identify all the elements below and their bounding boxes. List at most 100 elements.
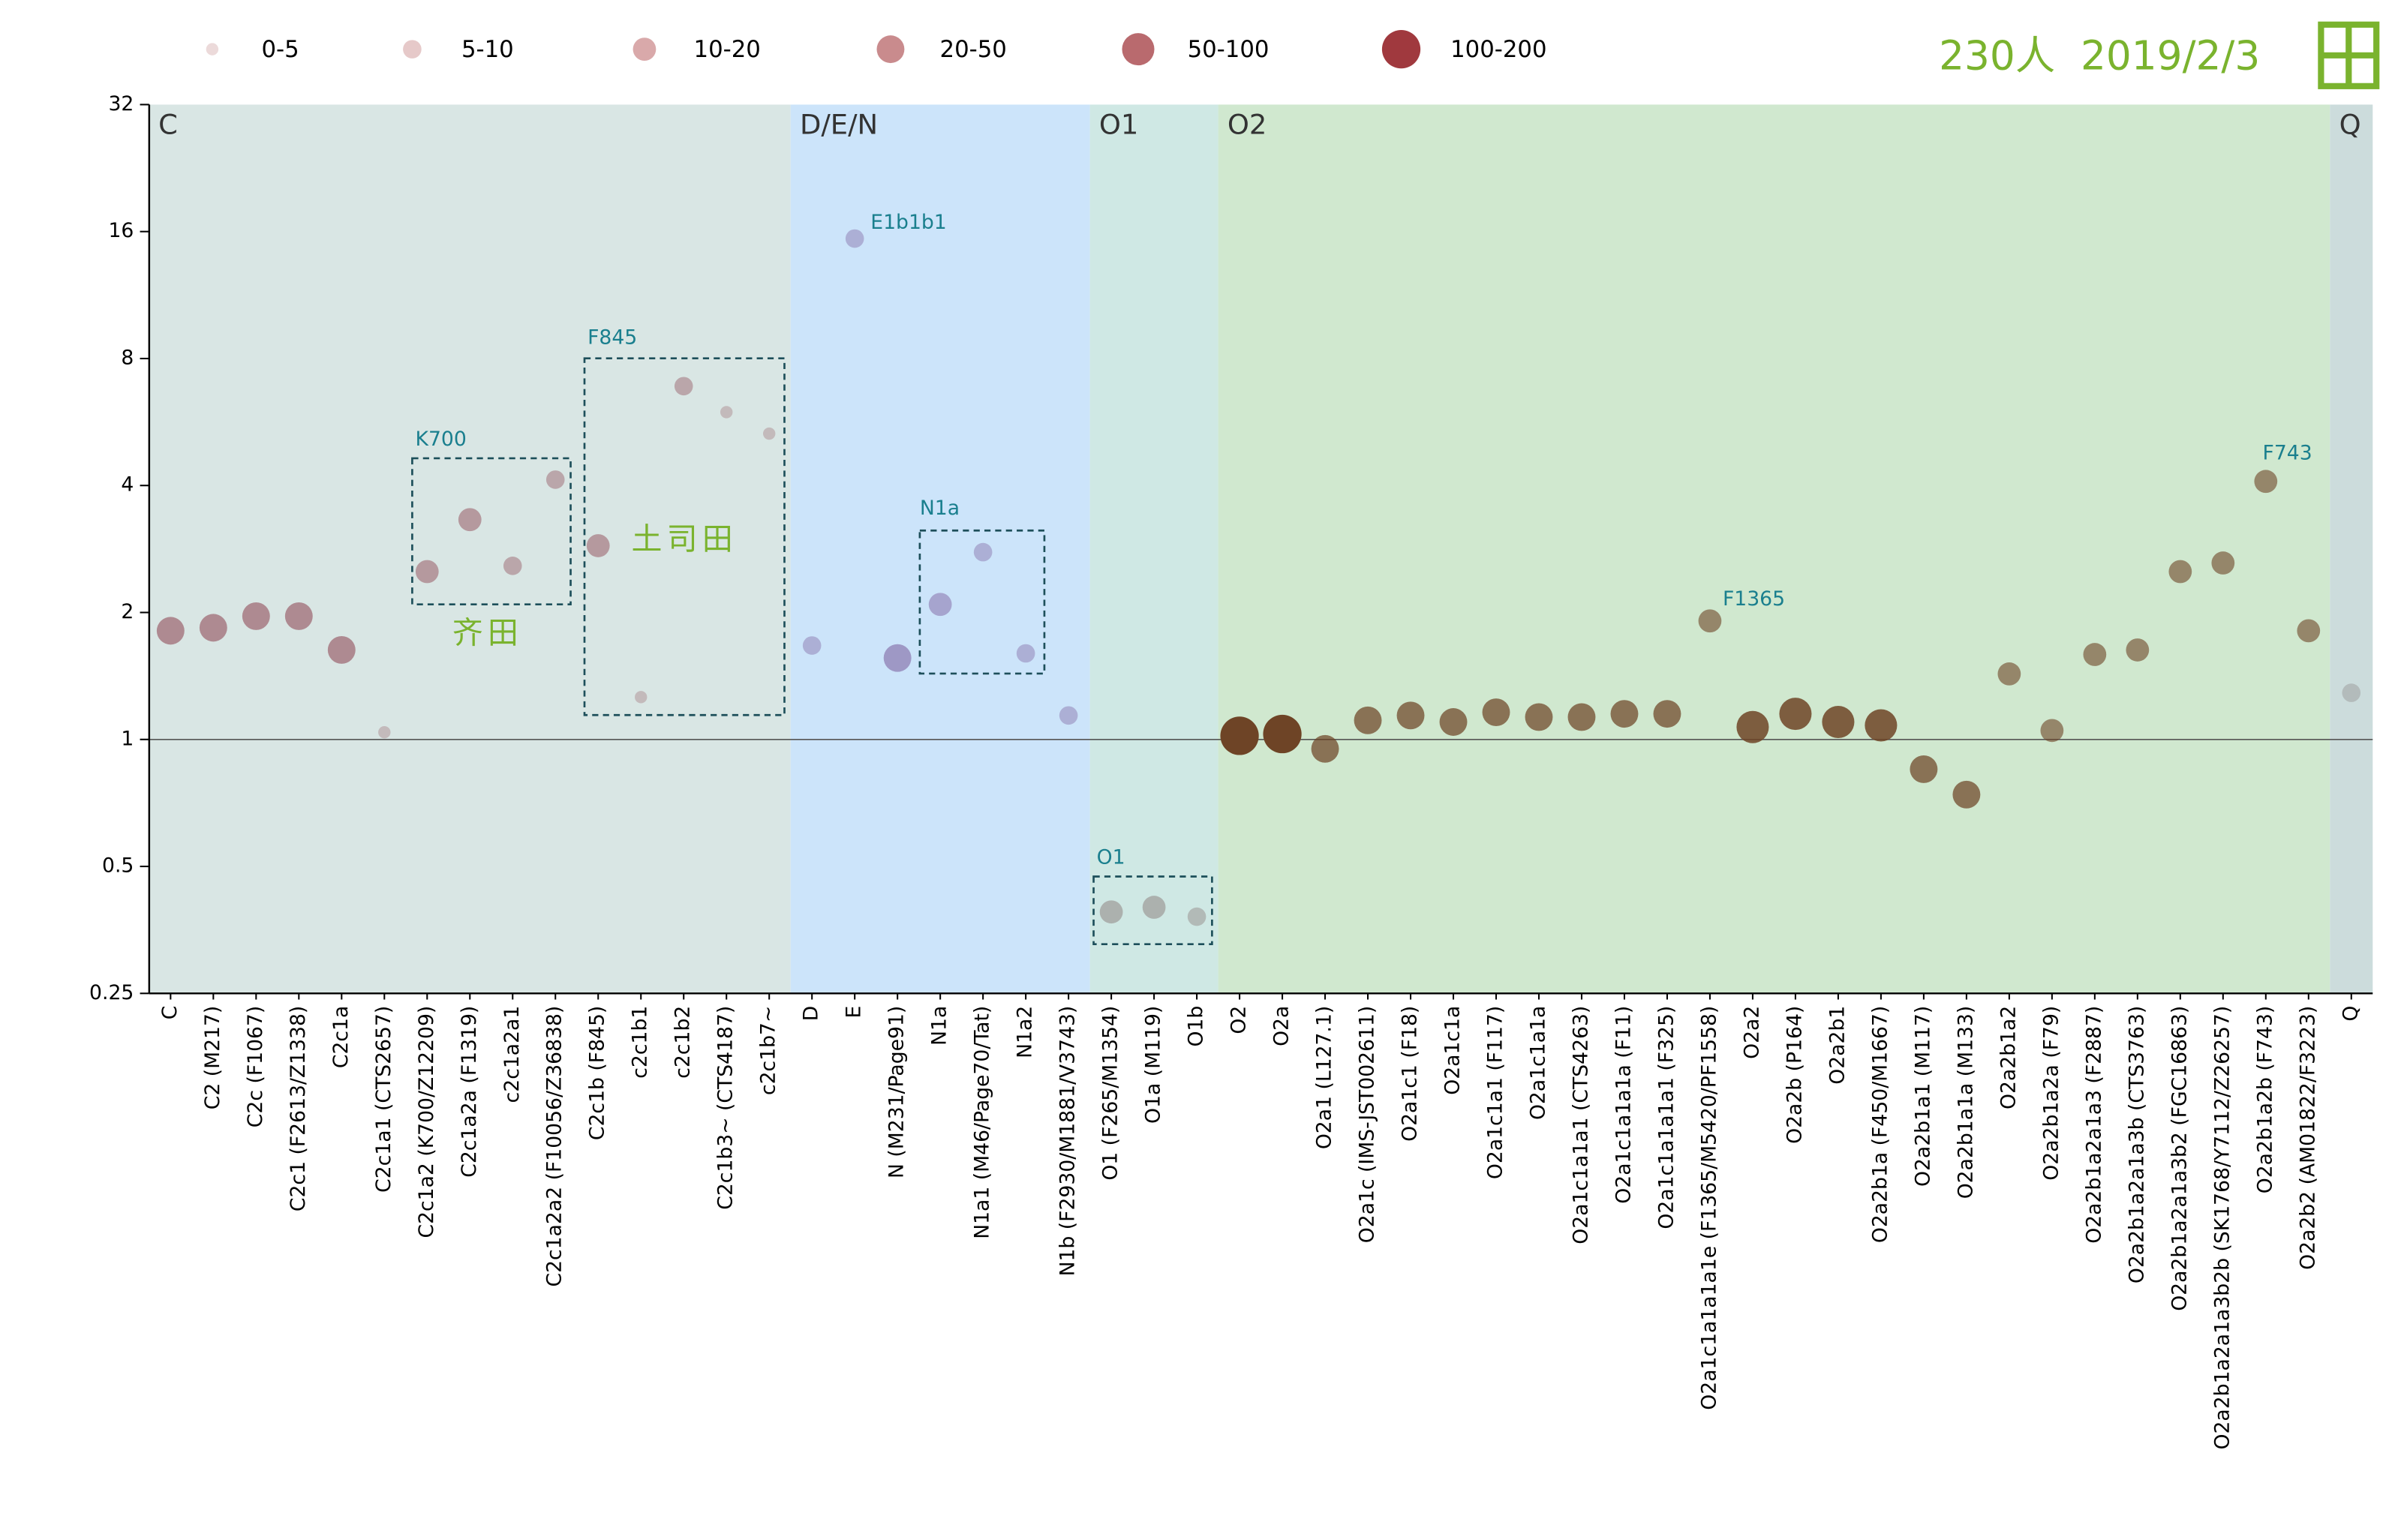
legend-marker (876, 35, 905, 64)
bubble (1482, 698, 1510, 726)
x-tick-label: C2c1a (329, 1006, 353, 1068)
x-tick-label: C2c1a2a (F1319) (458, 1006, 481, 1178)
backgrounds (149, 104, 2373, 994)
annotation-box (411, 457, 572, 605)
bubble (156, 617, 185, 645)
x-tick-label: O2a2b1a2a1a3b2b (SK1768/Y7112/Z26257) (2210, 1006, 2234, 1450)
bubble (1142, 896, 1166, 919)
x-tick-label: O2a1c1a1a1a1e (F1365/M5420/PF1558) (1697, 1006, 1720, 1410)
y-tick-label: 0.5 (102, 854, 134, 878)
x-tick-label: O2a1c1a1a1 (CTS4263) (1569, 1006, 1592, 1244)
region-background (2330, 104, 2373, 994)
x-tick-label: c2c1b7~ (757, 1006, 780, 1095)
bubble (1822, 705, 1855, 739)
x-tick-label: O2 (1228, 1006, 1251, 1034)
region-label: D/E/N (800, 109, 878, 141)
bubble (378, 725, 391, 739)
x-tick-label: O2a1c (IMS-JST002611) (1356, 1006, 1379, 1244)
x-tick-label: O2a2b (P164) (1783, 1006, 1806, 1144)
x-tick-label: O2a2b1a2a (F79) (2039, 1006, 2063, 1181)
bubble (883, 644, 912, 672)
bubble (1952, 780, 1981, 809)
x-tick-label: Q (2339, 1006, 2362, 1022)
bubble (1311, 734, 1339, 763)
bubble (284, 602, 313, 630)
x-tick-label: C2 (M217) (201, 1006, 224, 1110)
x-tick-label: N1b (F2930/M1881/V3743) (1056, 1006, 1080, 1277)
x-tick-label: C2c1 (F2613/Z1338) (287, 1006, 310, 1211)
legend-marker (206, 43, 219, 56)
x-tick-label: O2a1c1a (1441, 1006, 1465, 1095)
legend-marker (633, 38, 657, 62)
region-background (790, 104, 1090, 994)
x-tick-label: C2c (F1067) (244, 1006, 267, 1127)
box-note: 土司田 (632, 521, 738, 557)
x-tick-label: O2a2b1a2a1a3b2 (FGC16863) (2168, 1006, 2191, 1311)
bubble (1997, 662, 2021, 686)
chart-title: 230人 2019/2/3 (1939, 33, 2260, 80)
bubble (1187, 907, 1207, 926)
box-label: K700 (415, 428, 466, 451)
x-tick-label: O2a2 (1740, 1006, 1763, 1059)
bubble (802, 636, 822, 655)
bubble (2211, 551, 2235, 575)
bubble (1525, 703, 1553, 731)
bubble (2168, 560, 2192, 584)
region-label: C (158, 109, 178, 141)
x-tick-label: O2a2b1a (F450/M1667) (1868, 1006, 1892, 1243)
bubble (635, 691, 648, 704)
bubble (845, 229, 864, 248)
x-tick-label: O1a (M119) (1142, 1006, 1165, 1124)
box-note: 齐田 (452, 615, 523, 651)
bubble (1220, 716, 1259, 755)
bubble (2254, 470, 2278, 494)
region-background (149, 104, 791, 994)
bubble (2040, 719, 2064, 743)
x-tick-label: N1a (928, 1006, 951, 1046)
x-tick-label: C2c1b (F845) (586, 1006, 609, 1140)
x-tick-label: O2a1c1a1a (1526, 1006, 1549, 1120)
bubble (242, 602, 270, 630)
x-tick-label: c2c1a2a1 (500, 1006, 524, 1103)
bubble (1396, 701, 1425, 730)
x-tick-label: N1a1 (M46/Page70/Tat) (971, 1006, 994, 1239)
x-tick-label: O2a1c1 (F18) (1399, 1006, 1422, 1142)
legend-label: 5-10 (461, 36, 514, 63)
legend-marker (403, 40, 422, 59)
bubble (458, 508, 482, 532)
point-annotation: F743 (2263, 441, 2312, 464)
bubble (1736, 710, 1769, 743)
x-tick-label: O1 (F265/M1354) (1099, 1006, 1122, 1181)
x-tick-label: O2a2b2 (AM01822/F3223) (2296, 1006, 2319, 1270)
point-annotation: E1b1b1 (870, 211, 946, 234)
box-label: F845 (587, 326, 637, 350)
legend-label: 50-100 (1188, 36, 1270, 63)
x-tick-label: O2a1 (L127.1) (1313, 1006, 1336, 1149)
bubble (1059, 706, 1078, 725)
region-label: O1 (1099, 109, 1139, 141)
y-tick-label: 4 (121, 473, 134, 497)
x-tick-label: C (158, 1006, 182, 1020)
bubble (503, 557, 522, 575)
point-annotation: F1365 (1723, 587, 1785, 611)
x-tick-label: C2c1a2a2 (F10056/Z36838) (543, 1006, 566, 1287)
bubble (1354, 706, 1382, 734)
x-tick-label: O2a2b1a2a1a3b (CTS3763) (2125, 1006, 2148, 1283)
x-tick-label: O2a2b1a1a (M133) (1954, 1006, 1977, 1199)
region-background (1218, 104, 2330, 994)
bubble (1099, 900, 1123, 924)
bubble (720, 406, 733, 419)
legend-marker (1122, 33, 1155, 66)
bubble (2297, 619, 2321, 643)
x-tick-label: c2c1b2 (672, 1006, 695, 1079)
bubble (1263, 714, 1302, 754)
x-tick-label: E (843, 1006, 866, 1019)
x-tick-label: O2a2b1 (1826, 1006, 1849, 1085)
bubble (973, 542, 993, 562)
x-tick-label: O2a1c1a1a1a1 (F325) (1654, 1006, 1678, 1229)
bubble (1016, 644, 1035, 663)
x-tick-label: N (M231/Page91) (885, 1006, 909, 1178)
bubble (1865, 709, 1898, 742)
x-tick-label: C2c1a2 (K700/Z12209) (415, 1006, 438, 1238)
x-tick-label: C2c1a1 (CTS2657) (372, 1006, 395, 1193)
